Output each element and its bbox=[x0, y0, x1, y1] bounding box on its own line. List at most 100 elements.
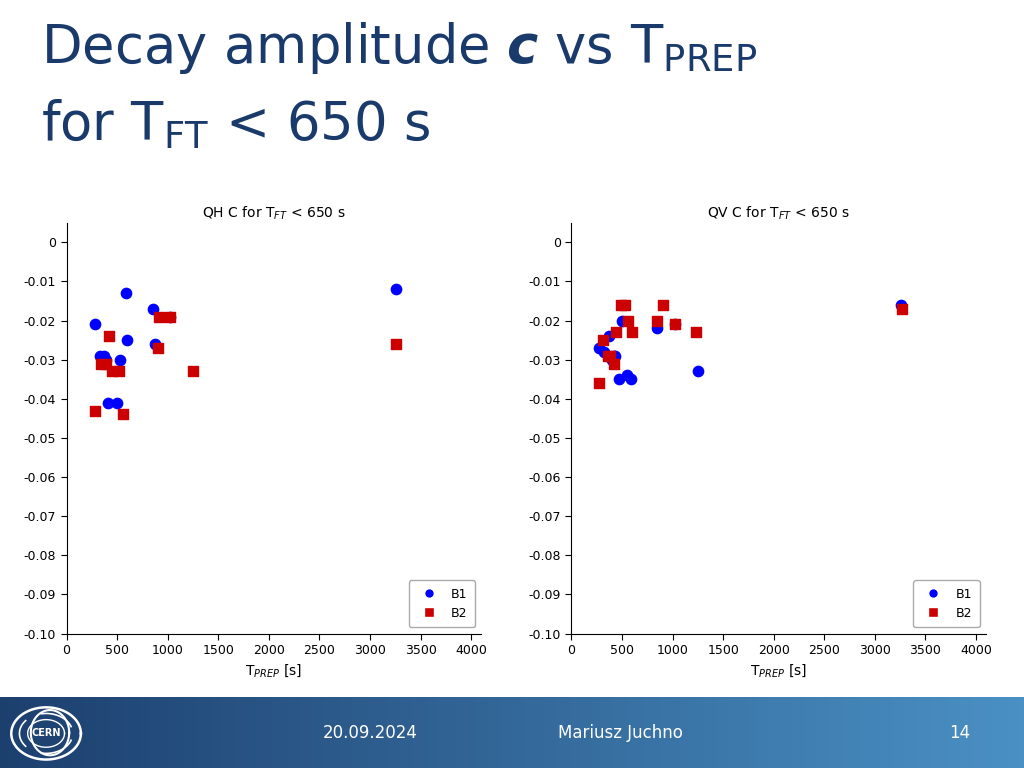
Bar bbox=[328, 697, 331, 768]
Bar bbox=[38, 697, 41, 768]
Bar bbox=[335, 697, 338, 768]
Bar bbox=[423, 697, 427, 768]
Bar bbox=[696, 697, 699, 768]
Bar bbox=[484, 697, 488, 768]
Bar bbox=[366, 697, 369, 768]
Bar bbox=[878, 697, 881, 768]
Bar bbox=[136, 697, 140, 768]
Point bbox=[150, 342, 166, 354]
Bar bbox=[386, 697, 389, 768]
Bar bbox=[724, 697, 727, 768]
Point bbox=[115, 409, 131, 421]
Bar bbox=[822, 697, 826, 768]
Bar bbox=[151, 697, 154, 768]
Bar bbox=[891, 697, 894, 768]
Bar bbox=[543, 697, 546, 768]
Bar bbox=[727, 697, 730, 768]
Bar bbox=[61, 697, 65, 768]
Bar bbox=[396, 697, 399, 768]
Bar bbox=[679, 697, 683, 768]
Bar bbox=[604, 697, 607, 768]
Bar bbox=[560, 697, 563, 768]
Bar bbox=[870, 697, 873, 768]
Bar bbox=[259, 697, 263, 768]
Bar bbox=[72, 697, 75, 768]
Bar bbox=[898, 697, 901, 768]
Bar bbox=[75, 697, 79, 768]
Bar bbox=[495, 697, 499, 768]
Bar bbox=[474, 697, 478, 768]
Bar bbox=[699, 697, 703, 768]
Bar bbox=[215, 697, 218, 768]
Bar bbox=[1021, 697, 1024, 768]
Bar bbox=[417, 697, 420, 768]
Bar bbox=[983, 697, 986, 768]
Point bbox=[620, 314, 636, 326]
Bar bbox=[157, 697, 161, 768]
Point bbox=[151, 310, 167, 323]
Bar bbox=[689, 697, 693, 768]
Bar bbox=[867, 697, 870, 768]
Legend: B1, B2: B1, B2 bbox=[409, 580, 475, 627]
Bar bbox=[1014, 697, 1017, 768]
Bar bbox=[218, 697, 222, 768]
Bar bbox=[447, 697, 451, 768]
Bar bbox=[310, 697, 314, 768]
Bar bbox=[458, 697, 461, 768]
Bar bbox=[24, 697, 28, 768]
Bar bbox=[799, 697, 802, 768]
Bar bbox=[20, 697, 24, 768]
Bar bbox=[228, 697, 232, 768]
Point bbox=[92, 349, 109, 362]
Bar bbox=[492, 697, 495, 768]
Point bbox=[109, 396, 125, 409]
Bar bbox=[751, 697, 755, 768]
Text: Decay amplitude $\bfit{c}$ vs $\mathrm{T}_{\mathrm{PREP}}$: Decay amplitude $\bfit{c}$ vs $\mathrm{T… bbox=[41, 20, 757, 76]
Bar bbox=[591, 697, 594, 768]
Title: QH C for T$_{FT}$ < 650 s: QH C for T$_{FT}$ < 650 s bbox=[202, 204, 346, 221]
Bar bbox=[369, 697, 372, 768]
Bar bbox=[440, 697, 443, 768]
Bar bbox=[914, 697, 919, 768]
Bar bbox=[894, 697, 898, 768]
Bar bbox=[79, 697, 82, 768]
Point bbox=[600, 349, 616, 362]
Bar bbox=[143, 697, 146, 768]
Point bbox=[602, 349, 618, 362]
Bar bbox=[461, 697, 464, 768]
Bar bbox=[683, 697, 686, 768]
Bar bbox=[986, 697, 990, 768]
Bar bbox=[376, 697, 379, 768]
Bar bbox=[546, 697, 550, 768]
Bar bbox=[707, 697, 710, 768]
Bar bbox=[744, 697, 748, 768]
Bar bbox=[581, 697, 584, 768]
Bar bbox=[796, 697, 799, 768]
Bar bbox=[181, 697, 184, 768]
Bar bbox=[95, 697, 99, 768]
Bar bbox=[7, 697, 10, 768]
Bar bbox=[816, 697, 819, 768]
Bar bbox=[847, 697, 850, 768]
Bar bbox=[338, 697, 341, 768]
Bar bbox=[648, 697, 652, 768]
Bar bbox=[949, 697, 952, 768]
Bar bbox=[34, 697, 38, 768]
Bar bbox=[358, 697, 361, 768]
Bar bbox=[632, 697, 635, 768]
Point bbox=[607, 326, 624, 339]
Bar bbox=[911, 697, 914, 768]
Bar bbox=[65, 697, 69, 768]
Bar bbox=[287, 697, 290, 768]
Bar bbox=[502, 697, 505, 768]
Bar bbox=[611, 697, 614, 768]
Bar bbox=[464, 697, 468, 768]
Title: QV C for T$_{FT}$ < 650 s: QV C for T$_{FT}$ < 650 s bbox=[708, 204, 850, 221]
Bar bbox=[420, 697, 423, 768]
Bar bbox=[212, 697, 215, 768]
Bar bbox=[509, 697, 512, 768]
Text: Mariusz Juchno: Mariusz Juchno bbox=[557, 723, 682, 742]
Bar bbox=[826, 697, 829, 768]
Bar bbox=[372, 697, 376, 768]
Bar bbox=[710, 697, 714, 768]
